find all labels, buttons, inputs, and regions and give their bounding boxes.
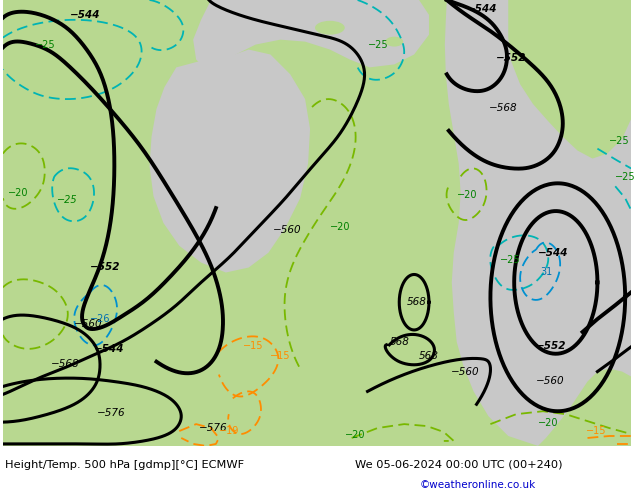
Text: −560: −560 bbox=[536, 376, 565, 387]
Text: −20: −20 bbox=[538, 418, 559, 428]
Text: −544: −544 bbox=[467, 4, 497, 14]
Text: −25: −25 bbox=[58, 195, 78, 205]
Text: −19: −19 bbox=[219, 426, 239, 436]
Text: 568: 568 bbox=[419, 351, 439, 361]
Text: −26: −26 bbox=[90, 314, 110, 324]
Ellipse shape bbox=[385, 37, 403, 47]
Text: −560: −560 bbox=[74, 319, 103, 329]
Text: Height/Temp. 500 hPa [gdmp][°C] ECMWF: Height/Temp. 500 hPa [gdmp][°C] ECMWF bbox=[5, 460, 244, 470]
Text: −552: −552 bbox=[536, 341, 567, 351]
Polygon shape bbox=[150, 49, 310, 272]
Polygon shape bbox=[3, 297, 370, 446]
Text: ©weatheronline.co.uk: ©weatheronline.co.uk bbox=[420, 480, 536, 490]
Text: −552: −552 bbox=[496, 53, 527, 63]
Text: −15: −15 bbox=[586, 426, 606, 436]
Text: −20: −20 bbox=[8, 188, 29, 198]
Text: We 05-06-2024 00:00 UTC (00+240): We 05-06-2024 00:00 UTC (00+240) bbox=[355, 460, 562, 470]
Text: −25: −25 bbox=[35, 40, 55, 49]
Text: −544: −544 bbox=[70, 10, 101, 20]
Text: −560: −560 bbox=[451, 367, 479, 376]
Text: −15: −15 bbox=[243, 341, 263, 351]
Polygon shape bbox=[193, 0, 429, 70]
Text: −25: −25 bbox=[368, 40, 388, 49]
Text: −576: −576 bbox=[199, 423, 228, 433]
Text: −25: −25 bbox=[609, 136, 630, 146]
Text: −20: −20 bbox=[345, 430, 365, 440]
Text: −20: −20 bbox=[330, 222, 351, 232]
Text: −20: −20 bbox=[456, 190, 477, 200]
Text: −25: −25 bbox=[615, 172, 634, 182]
Polygon shape bbox=[508, 0, 631, 159]
Polygon shape bbox=[538, 368, 631, 446]
Text: −552: −552 bbox=[90, 262, 120, 271]
Text: −544: −544 bbox=[94, 344, 124, 354]
Text: −576: −576 bbox=[97, 408, 126, 418]
Text: −568: −568 bbox=[51, 359, 79, 368]
Text: 31: 31 bbox=[540, 268, 552, 277]
Text: −568: −568 bbox=[488, 103, 517, 113]
Polygon shape bbox=[445, 0, 631, 446]
Text: −25: −25 bbox=[500, 255, 521, 265]
Text: 568: 568 bbox=[407, 297, 427, 307]
Text: −15: −15 bbox=[271, 351, 291, 361]
Text: −544: −544 bbox=[538, 247, 569, 258]
Text: −560: −560 bbox=[273, 225, 301, 235]
Ellipse shape bbox=[315, 21, 345, 35]
Text: 568: 568 bbox=[389, 337, 409, 347]
